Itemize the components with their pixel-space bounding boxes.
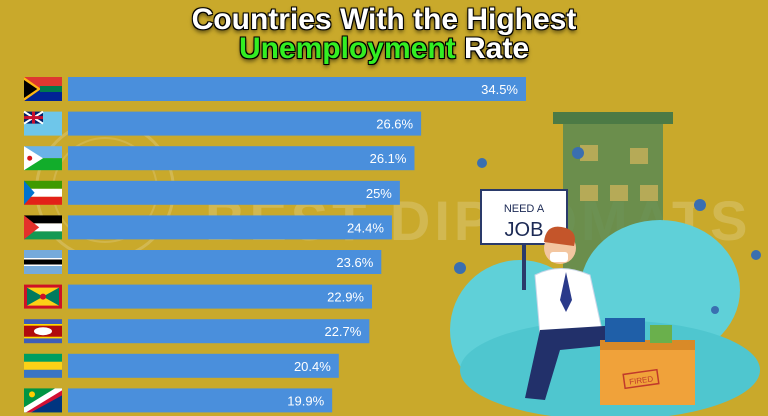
bar-7 [68, 319, 370, 344]
box-rim [600, 340, 695, 350]
briefcase-icon [605, 318, 645, 342]
person-hair [544, 226, 575, 246]
bar-4 [68, 215, 392, 240]
chart-bars: 34.5% 26.6% 26.1% 25% 24.4% 23.6% 22.9% 22.7% 20… [23, 77, 526, 413]
palestine-flag-icon [24, 215, 62, 240]
fired-stamp-text: FIRED [629, 374, 654, 386]
bar-value-label: 24.4% [347, 220, 384, 235]
sign-stick [522, 230, 526, 290]
person-pants [525, 325, 620, 400]
djibouti-flag-icon [24, 146, 62, 171]
bar-8 [68, 353, 339, 378]
fired-stamp [622, 368, 660, 390]
eswatini-flag-icon [24, 319, 62, 344]
building-roof [553, 112, 673, 124]
face-mask [550, 252, 568, 262]
grenada-flag-icon [24, 284, 62, 309]
equatorial-guinea-flag-icon [24, 180, 62, 205]
title-line1-text: Countries With the Highest [191, 3, 577, 36]
virus-icons [454, 147, 761, 314]
bar-2 [68, 146, 415, 171]
title-highlight: Unemployment [238, 32, 456, 65]
bar-0 [68, 77, 526, 101]
tuvalu-flag-icon [23, 110, 62, 136]
bar-value-label: 34.5% [481, 82, 518, 97]
bar-value-label: 20.4% [294, 359, 331, 374]
bar-9 [68, 388, 333, 413]
bar-1 [68, 111, 422, 136]
title-rest: Rate [464, 32, 530, 65]
building-windows [580, 145, 658, 201]
bar-value-label: 19.9% [287, 393, 324, 408]
bar-value-label: 26.1% [370, 151, 407, 166]
bar-value-label: 23.6% [336, 255, 373, 270]
need-a-job-sign [480, 189, 568, 245]
bar-value-label: 22.7% [324, 324, 361, 339]
bar-3 [68, 180, 400, 205]
namibia-flag-icon [24, 388, 62, 413]
chart-title-line1: Countries With the Highest [0, 5, 768, 35]
chart-title-line2: Unemployment Rate [0, 34, 768, 64]
bar-value-label: 26.6% [376, 117, 413, 132]
potted-plant-icon [650, 325, 672, 343]
gabon-flag-icon [24, 353, 62, 378]
job-seeker-illustration: NEED A JOB FIRED [450, 112, 761, 416]
cardboard-box [600, 345, 695, 405]
botswana-flag-icon [24, 250, 62, 274]
person-tie [560, 272, 572, 312]
sign-line1: NEED A [504, 203, 545, 215]
south-africa-flag-icon [24, 77, 62, 101]
bar-6 [68, 284, 373, 309]
bar-value-label: 25% [366, 186, 392, 201]
bar-5 [68, 250, 382, 274]
sign-line2: JOB [505, 219, 544, 241]
bar-value-label: 22.9% [327, 290, 364, 305]
